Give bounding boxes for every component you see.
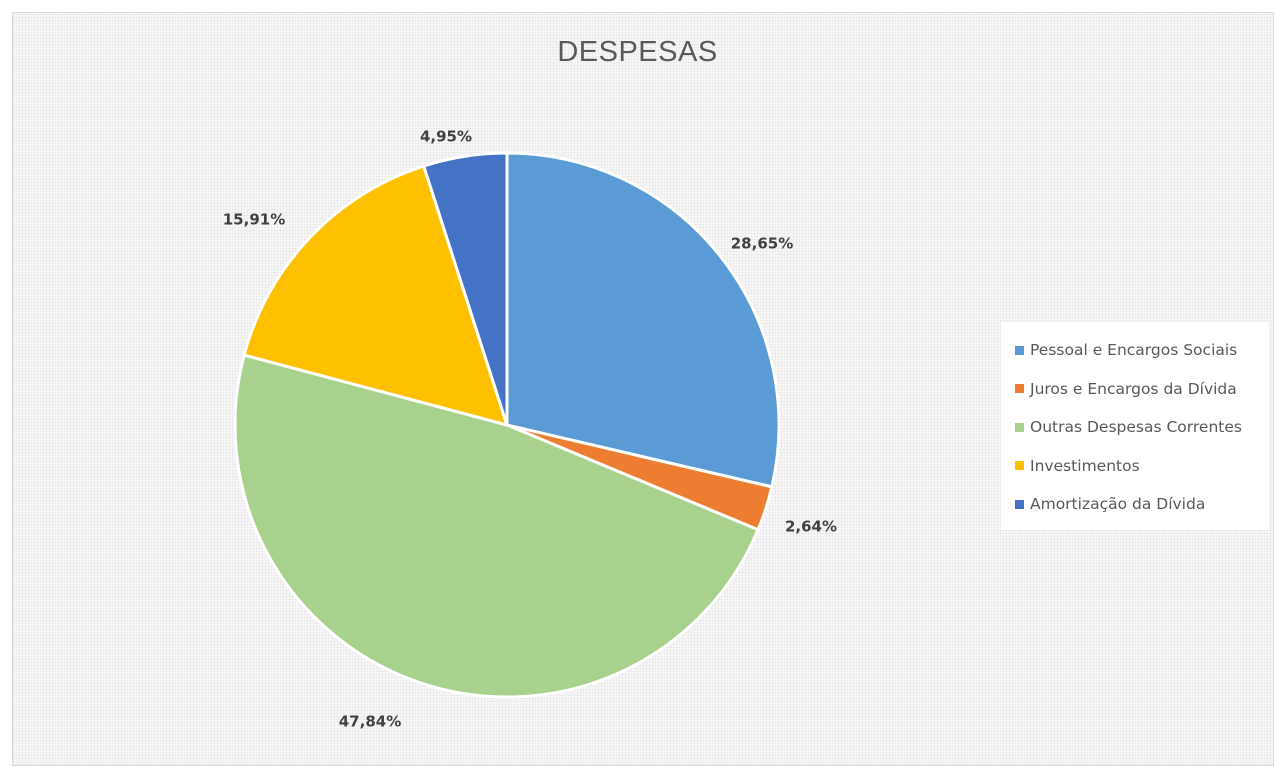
legend: Pessoal e Encargos Sociais Juros e Encarg… <box>1001 322 1269 530</box>
legend-item-3: Outras Despesas Correntes <box>1001 408 1269 447</box>
legend-swatch <box>1015 461 1024 471</box>
data-label-5: 4,95% <box>420 128 472 146</box>
legend-label: Investimentos <box>1030 456 1140 475</box>
pie-slice-4 <box>242 164 509 427</box>
chart-title: DESPESAS <box>557 36 718 68</box>
pie-slice-5 <box>422 151 509 427</box>
legend-item-5: Amortização da Dívida <box>1001 485 1269 524</box>
pie-slice-3 <box>233 353 760 699</box>
legend-item-2: Juros e Encargos da Dívida <box>1001 370 1269 409</box>
data-label-3: 47,84% <box>339 713 401 731</box>
legend-swatch <box>1015 422 1024 432</box>
legend-swatch <box>1015 384 1024 394</box>
data-label-2: 2,64% <box>785 518 837 536</box>
legend-item-4: Investimentos <box>1001 447 1269 486</box>
legend-swatch <box>1015 499 1024 509</box>
legend-label: Outras Despesas Correntes <box>1030 418 1242 437</box>
pie-slice-1 <box>505 151 781 489</box>
legend-label: Pessoal e Encargos Sociais <box>1030 341 1238 360</box>
data-label-4: 15,91% <box>223 211 285 229</box>
legend-label: Amortização da Dívida <box>1030 495 1206 514</box>
legend-item-1: Pessoal e Encargos Sociais <box>1001 331 1269 370</box>
legend-label: Juros e Encargos da Dívida <box>1030 379 1237 398</box>
data-label-1: 28,65% <box>731 235 793 253</box>
legend-swatch <box>1015 345 1024 355</box>
